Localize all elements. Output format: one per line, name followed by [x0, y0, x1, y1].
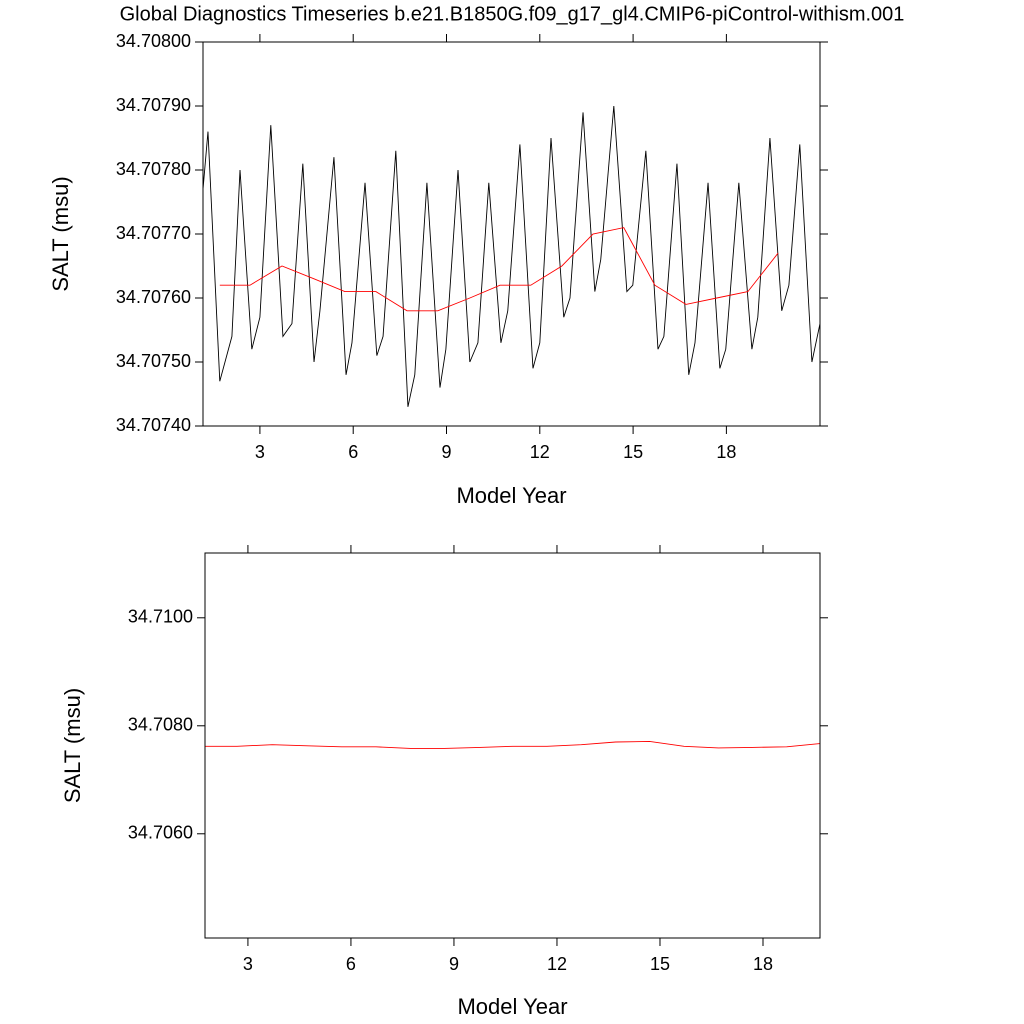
- y-tick-label: 34.7080: [128, 715, 193, 735]
- y-axis-label: SALT (msu): [60, 688, 85, 803]
- y-tick-label: 34.70800: [116, 31, 191, 51]
- panel: 34.7060 34.7080 34.7100 3 6 9 12 15 18 Model Year…: [60, 545, 828, 1019]
- y-tick-label: 34.70760: [116, 287, 191, 307]
- x-tick-label: 15: [623, 442, 643, 462]
- panel: 34.70740 34.70750 34.70760 34.70770 34.70780…: [48, 31, 828, 508]
- x-tick-label: 9: [449, 954, 459, 974]
- series-line: [219, 227, 779, 312]
- x-tick-label: 18: [753, 954, 773, 974]
- x-tick-label: 18: [716, 442, 736, 462]
- x-tick-label: 12: [547, 954, 567, 974]
- x-tick-label: 12: [530, 442, 550, 462]
- y-tick-label: 34.70740: [116, 415, 191, 435]
- figure-title: Global Diagnostics Timeseries b.e21.B185…: [120, 3, 905, 25]
- x-tick-label: 9: [441, 442, 451, 462]
- series-line: [205, 740, 820, 749]
- series-line: [203, 105, 820, 407]
- plot-frame: [202, 41, 821, 427]
- x-tick-label: 15: [650, 954, 670, 974]
- y-tick-label: 34.7100: [128, 607, 193, 627]
- x-tick-label: 6: [346, 954, 356, 974]
- x-axis-label: Model Year: [456, 483, 566, 508]
- x-axis-label: Model Year: [457, 994, 567, 1019]
- y-tick-label: 34.70790: [116, 95, 191, 115]
- y-tick-label: 34.70750: [116, 351, 191, 371]
- y-axis-label: SALT (msu): [48, 176, 73, 291]
- y-tick-label: 34.70780: [116, 159, 191, 179]
- x-tick-label: 3: [255, 442, 265, 462]
- y-tick-label: 34.7060: [128, 823, 193, 843]
- plot-frame: [204, 552, 821, 939]
- x-tick-label: 3: [243, 954, 253, 974]
- x-tick-label: 6: [348, 442, 358, 462]
- y-tick-label: 34.70770: [116, 223, 191, 243]
